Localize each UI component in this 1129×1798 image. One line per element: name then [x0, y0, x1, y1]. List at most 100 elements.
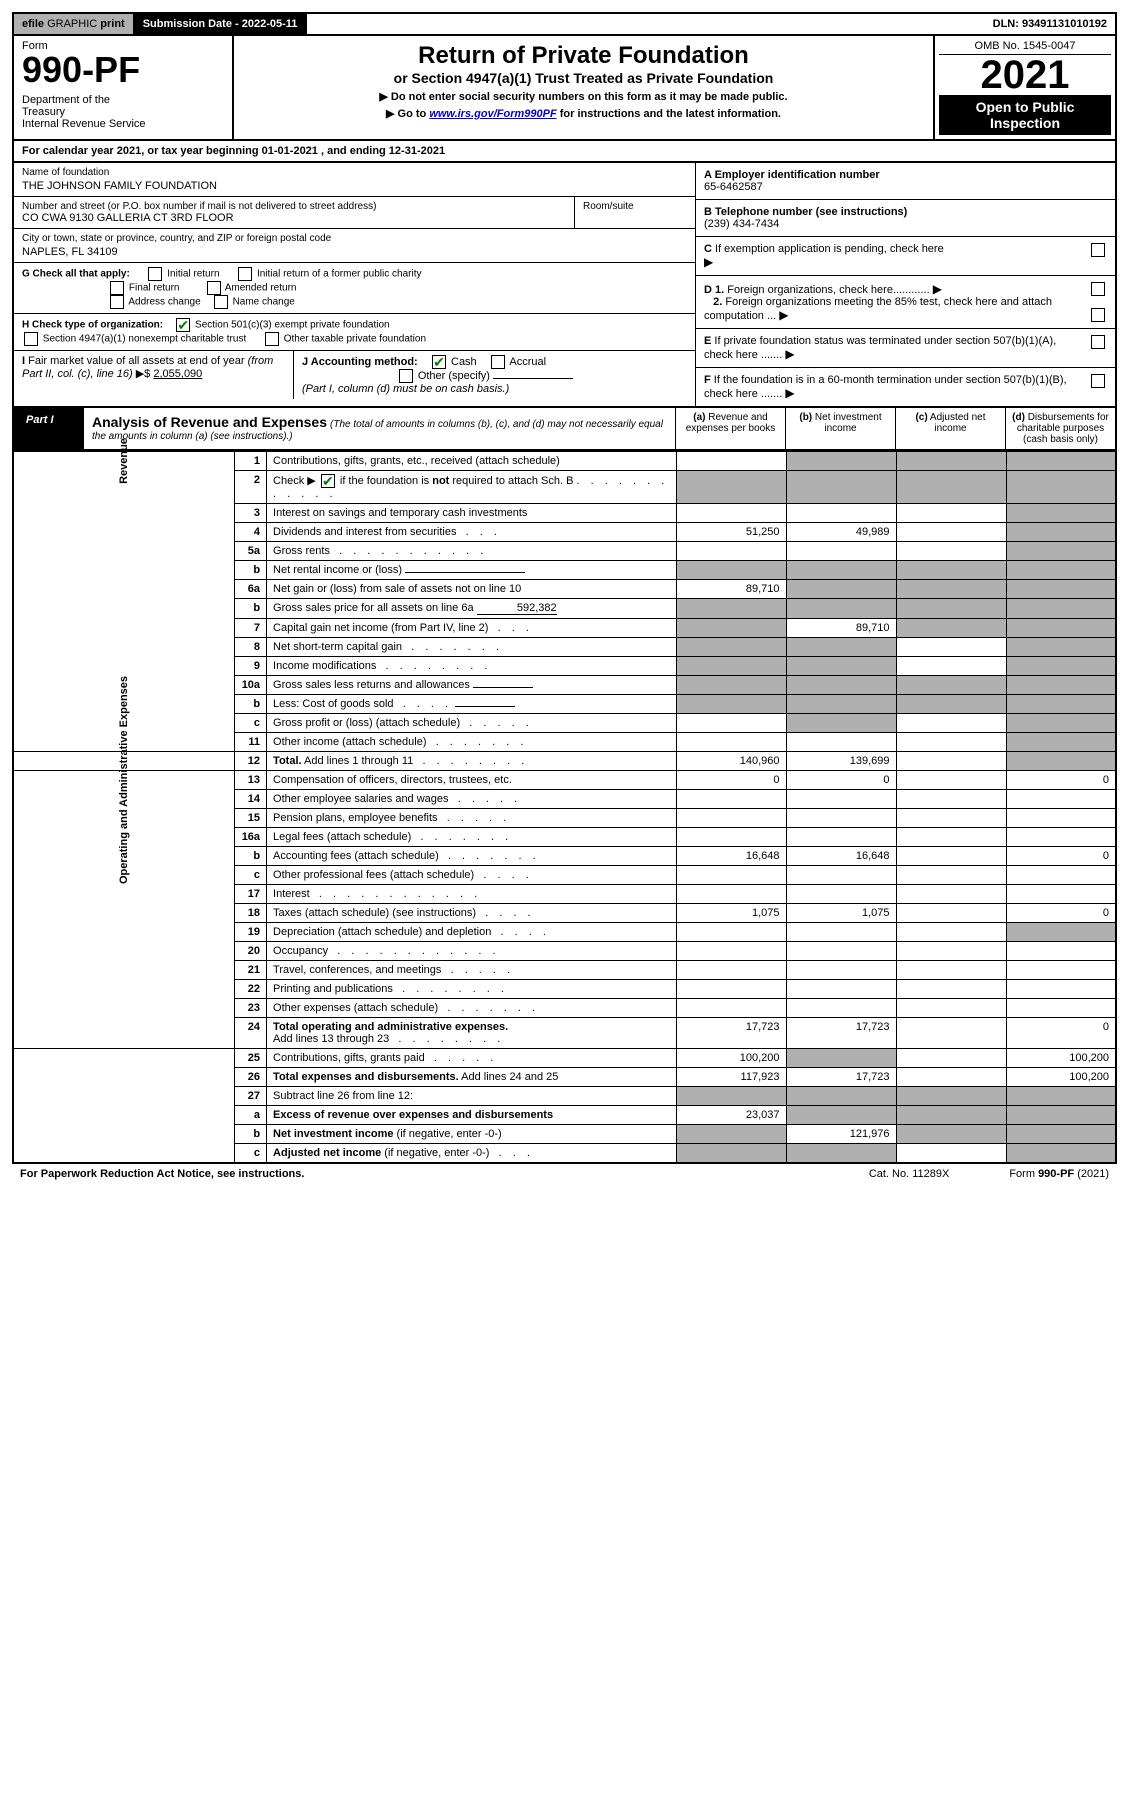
foreign-85-checkbox[interactable] — [1091, 308, 1105, 322]
paperwork-notice: For Paperwork Reduction Act Notice, see … — [20, 1168, 304, 1180]
line-26-num: 26 — [235, 1068, 267, 1087]
line-5b-num: b — [235, 561, 267, 580]
dots-4: . . . — [466, 526, 501, 538]
line-23-d — [1006, 999, 1116, 1018]
other-method-checkbox[interactable] — [399, 369, 413, 383]
arrow-d1: ▶ — [933, 282, 942, 296]
dots-16b: . . . . . . . — [448, 850, 540, 862]
line-17-b — [786, 885, 896, 904]
d-block: D 1. Foreign organizations, check here..… — [696, 276, 1115, 329]
dots-27c: . . . — [499, 1147, 534, 1159]
l4-desc-text: Dividends and interest from securities — [273, 526, 456, 538]
line-5b-c — [896, 561, 1006, 580]
501c3-checkbox[interactable] — [176, 318, 190, 332]
l5a-desc-text: Gross rents — [273, 545, 330, 557]
l21-desc-text: Travel, conferences, and meetings — [273, 964, 441, 976]
phone-label: B Telephone number (see instructions) — [704, 206, 907, 218]
l20-desc-text: Occupancy — [273, 945, 328, 957]
instruction-1: ▶ Do not enter social security numbers o… — [246, 90, 921, 103]
line-16b-b: 16,648 — [786, 847, 896, 866]
ein-block: A Employer identification number 65-6462… — [696, 163, 1115, 200]
amended-return-checkbox[interactable] — [207, 281, 221, 295]
line-27b-desc: Net investment income (if negative, ente… — [267, 1125, 676, 1144]
foreign-org-checkbox[interactable] — [1091, 282, 1105, 296]
dots-21: . . . . . — [451, 964, 515, 976]
cash-checkbox[interactable] — [432, 355, 446, 369]
line-14-d — [1006, 790, 1116, 809]
ein-label: A Employer identification number — [704, 169, 880, 181]
line-22-d — [1006, 980, 1116, 999]
l5b-input[interactable] — [405, 572, 525, 573]
l2-pre: Check ▶ — [273, 475, 319, 487]
l10a-input[interactable] — [473, 687, 533, 688]
name-change-checkbox[interactable] — [214, 295, 228, 309]
line-25-a: 100,200 — [676, 1049, 786, 1068]
name-label: Name of foundation — [22, 167, 687, 178]
l10b-input[interactable] — [455, 706, 515, 707]
other-taxable-checkbox[interactable] — [265, 332, 279, 346]
line-8-c — [896, 638, 1006, 657]
l10b-desc-text: Less: Cost of goods sold — [273, 698, 393, 710]
line-18-a: 1,075 — [676, 904, 786, 923]
dots-19: . . . . — [501, 926, 550, 938]
open-to-public: Open to PublicInspection — [939, 95, 1111, 135]
irs-link[interactable]: www.irs.gov/Form990PF — [429, 108, 556, 120]
line-14-b — [786, 790, 896, 809]
line-8-a — [676, 638, 786, 657]
exemption-pending-checkbox[interactable] — [1091, 243, 1105, 257]
line-7-desc: Capital gain net income (from Part IV, l… — [267, 619, 676, 638]
arrow-d2: ▶ — [779, 308, 788, 322]
line-21-c — [896, 961, 1006, 980]
address-change-checkbox[interactable] — [110, 295, 124, 309]
dots-20: . . . . . . . . . . . . — [337, 945, 499, 957]
line-12-d — [1006, 752, 1116, 771]
amended-return-label: Amended return — [225, 283, 297, 294]
terminated-checkbox[interactable] — [1091, 335, 1105, 349]
sch-b-checkbox[interactable] — [321, 474, 335, 488]
line-27c-b — [786, 1144, 896, 1164]
l5b-desc-text: Net rental income or (loss) — [273, 564, 402, 576]
other-specify-input[interactable] — [493, 378, 573, 379]
e-block: E If private foundation status was termi… — [696, 329, 1115, 368]
line-22-c — [896, 980, 1006, 999]
line-10c-num: c — [235, 714, 267, 733]
g-check-row: G Check all that apply: Initial return I… — [14, 263, 695, 314]
dots-15: . . . . . — [447, 812, 511, 824]
line-5a-b — [786, 542, 896, 561]
opex-text: Operating and Administrative Expenses — [118, 676, 130, 884]
city-label: City or town, state or province, country… — [22, 233, 687, 244]
line-13-a: 0 — [676, 771, 786, 790]
line-20-a — [676, 942, 786, 961]
initial-return-checkbox[interactable] — [148, 267, 162, 281]
line-24-d: 0 — [1006, 1018, 1116, 1049]
col-d-header: (d) Disbursements for charitable purpose… — [1005, 408, 1115, 449]
initial-return-label: Initial return — [167, 269, 219, 280]
city-cell: City or town, state or province, country… — [14, 229, 695, 263]
line-13-desc: Compensation of officers, directors, tru… — [267, 771, 676, 790]
l19-desc-text: Depreciation (attach schedule) and deple… — [273, 926, 491, 938]
final-return-checkbox[interactable] — [110, 281, 124, 295]
form-number: 990-PF — [22, 52, 224, 88]
line-10b-c — [896, 695, 1006, 714]
header-center: Return of Private Foundation or Section … — [234, 36, 935, 139]
column-headers: (a) Revenue and expenses per books (b) N… — [675, 408, 1115, 449]
4947-checkbox[interactable] — [24, 332, 38, 346]
line-15-desc: Pension plans, employee benefits . . . .… — [267, 809, 676, 828]
line-14-num: 14 — [235, 790, 267, 809]
line-27a-desc: Excess of revenue over expenses and disb… — [267, 1106, 676, 1125]
line-17-c — [896, 885, 1006, 904]
60month-checkbox[interactable] — [1091, 374, 1105, 388]
line-14-a — [676, 790, 786, 809]
initial-former-checkbox[interactable] — [238, 267, 252, 281]
l11-desc-text: Other income (attach schedule) — [273, 736, 426, 748]
line-1-desc: Contributions, gifts, grants, etc., rece… — [267, 452, 676, 471]
top-bar: efile GRAPHIC print Submission Date - 20… — [12, 12, 1117, 36]
room-label: Room/suite — [575, 197, 695, 228]
line-2-d — [1006, 471, 1116, 504]
line-10a-b — [786, 676, 896, 695]
instr2-post: for instructions and the latest informat… — [557, 108, 781, 120]
line-13-num: 13 — [235, 771, 267, 790]
line-27a-c — [896, 1106, 1006, 1125]
line-11-b — [786, 733, 896, 752]
accrual-checkbox[interactable] — [491, 355, 505, 369]
